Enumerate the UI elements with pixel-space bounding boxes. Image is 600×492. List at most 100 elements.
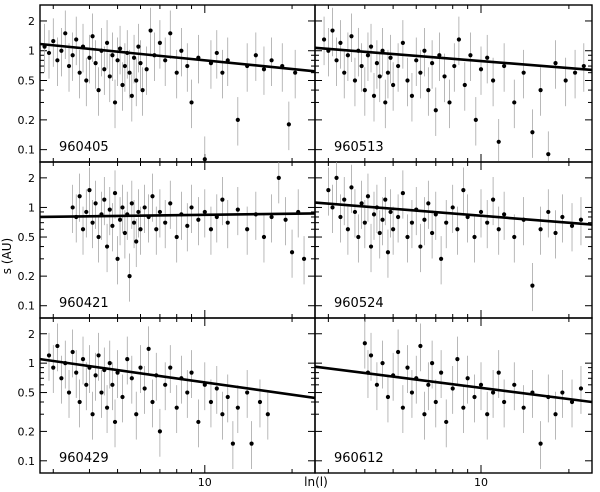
data-point bbox=[385, 250, 391, 255]
data-point bbox=[138, 365, 143, 370]
data-point bbox=[385, 70, 391, 75]
y-tick-label: 0.2 bbox=[18, 114, 36, 127]
data-point bbox=[422, 217, 427, 222]
data-point bbox=[368, 353, 374, 358]
data-point bbox=[395, 349, 401, 355]
panel-960421: 0.1 0.2 0.5 1 2 960421 bbox=[18, 161, 316, 319]
data-point bbox=[51, 39, 56, 44]
data-point bbox=[502, 399, 507, 405]
panel-960524: 960524 bbox=[314, 161, 593, 319]
data-point bbox=[455, 357, 460, 362]
data-point bbox=[84, 78, 89, 83]
data-point bbox=[496, 370, 501, 375]
data-point bbox=[385, 394, 391, 400]
data-point bbox=[388, 55, 393, 60]
data-point bbox=[447, 100, 452, 105]
data-point bbox=[578, 217, 584, 222]
data-point bbox=[330, 205, 335, 210]
y-tick-label: 1 bbox=[28, 357, 35, 370]
data-point bbox=[129, 93, 134, 98]
data-point bbox=[563, 78, 568, 83]
data-point bbox=[374, 382, 380, 387]
data-point bbox=[365, 194, 371, 199]
data-point bbox=[502, 63, 507, 69]
data-point bbox=[391, 227, 396, 232]
fit-line bbox=[315, 365, 592, 404]
data-point bbox=[261, 234, 267, 240]
data-point bbox=[334, 175, 339, 180]
data-point bbox=[356, 234, 361, 240]
y-tick-label: 0.1 bbox=[18, 455, 36, 468]
data-point bbox=[409, 93, 415, 98]
data-point bbox=[269, 58, 274, 63]
data-point bbox=[478, 67, 484, 72]
data-point bbox=[214, 386, 219, 391]
data-point bbox=[377, 230, 382, 236]
data-point bbox=[46, 353, 52, 358]
y-tick-label: 0.2 bbox=[18, 270, 36, 283]
panel-label: 960612 bbox=[334, 451, 384, 466]
data-point bbox=[157, 209, 163, 215]
data-point bbox=[257, 399, 263, 405]
data-point bbox=[59, 48, 64, 53]
data-point bbox=[63, 31, 68, 36]
data-point bbox=[163, 220, 168, 225]
data-point bbox=[77, 399, 82, 405]
data-point bbox=[74, 37, 79, 42]
data-layer bbox=[40, 162, 315, 302]
data-point bbox=[530, 283, 535, 288]
y-tick-label: 2 bbox=[28, 172, 35, 185]
data-point bbox=[462, 82, 467, 88]
data-point bbox=[345, 227, 351, 232]
data-point bbox=[338, 214, 343, 220]
panel-960612: 10 960612 bbox=[314, 317, 593, 489]
data-point bbox=[245, 227, 250, 232]
data-point bbox=[220, 197, 225, 202]
data-point bbox=[261, 67, 267, 72]
data-point bbox=[388, 209, 393, 215]
data-point bbox=[110, 223, 115, 228]
panel-frame bbox=[39, 317, 316, 474]
panel-frame bbox=[314, 161, 593, 319]
data-point bbox=[400, 405, 405, 410]
data-point bbox=[334, 58, 339, 63]
data-point bbox=[138, 60, 143, 66]
data-point bbox=[115, 256, 120, 261]
data-point bbox=[185, 390, 190, 395]
data-point bbox=[107, 207, 112, 212]
data-point bbox=[418, 70, 423, 75]
data-point bbox=[131, 55, 137, 60]
data-point bbox=[150, 194, 155, 199]
data-point bbox=[131, 220, 137, 225]
y-tick-label: 2 bbox=[28, 328, 35, 341]
data-point bbox=[245, 390, 250, 395]
data-point bbox=[138, 227, 143, 232]
data-point bbox=[569, 223, 575, 228]
data-point bbox=[230, 441, 235, 446]
data-point bbox=[426, 201, 431, 206]
data-point bbox=[208, 227, 214, 232]
data-point bbox=[405, 234, 410, 240]
data-point bbox=[110, 382, 115, 387]
data-point bbox=[426, 382, 431, 387]
data-point bbox=[433, 108, 438, 113]
data-point bbox=[276, 175, 281, 180]
y-tick-label: 0.5 bbox=[18, 231, 36, 244]
data-point bbox=[578, 386, 584, 391]
data-point bbox=[225, 394, 230, 400]
x-tick-label: 10 bbox=[474, 476, 488, 489]
data-point bbox=[461, 405, 466, 410]
data-point bbox=[84, 382, 89, 387]
data-point bbox=[127, 70, 132, 75]
data-point bbox=[87, 55, 92, 60]
data-point bbox=[189, 205, 194, 210]
data-point bbox=[572, 70, 578, 75]
data-point bbox=[553, 230, 558, 236]
data-point bbox=[426, 87, 431, 93]
data-point bbox=[125, 357, 130, 362]
data-point bbox=[129, 376, 134, 381]
data-point bbox=[538, 441, 543, 446]
data-point bbox=[208, 399, 214, 405]
data-point bbox=[478, 382, 484, 387]
data-point bbox=[395, 214, 401, 220]
